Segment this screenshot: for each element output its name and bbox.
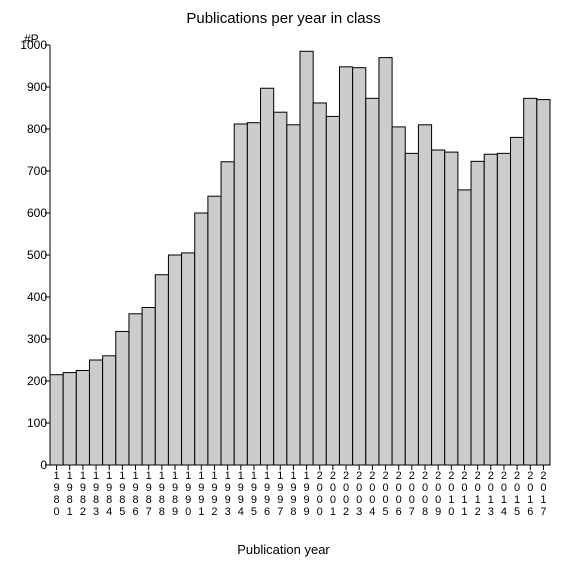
xtick-label: 1989 — [169, 470, 181, 518]
bar — [116, 331, 129, 465]
bar — [537, 100, 550, 465]
bar — [497, 153, 510, 465]
chart-title: Publications per year in class — [0, 10, 567, 27]
bar — [366, 98, 379, 465]
ytick-label: 800 — [7, 122, 47, 136]
bar — [471, 161, 484, 465]
bar — [379, 58, 392, 465]
xtick-label: 1987 — [143, 470, 155, 518]
plot-svg — [50, 45, 550, 465]
xtick-label: 2013 — [485, 470, 497, 518]
bar — [326, 116, 339, 465]
bar — [234, 124, 247, 465]
xtick-label: 1999 — [301, 470, 313, 518]
bar — [76, 371, 89, 466]
xtick-label: 2017 — [537, 470, 549, 518]
ytick-label: 300 — [7, 332, 47, 346]
xtick-label: 1984 — [103, 470, 115, 518]
bar — [129, 314, 142, 465]
xtick-label: 1985 — [116, 470, 128, 518]
bar — [155, 275, 168, 465]
ytick-label: 500 — [7, 248, 47, 262]
xtick-label: 2015 — [511, 470, 523, 518]
bar — [300, 51, 313, 465]
bar — [142, 308, 155, 466]
xtick-label: 1992 — [208, 470, 220, 518]
ytick-label: 1000 — [7, 38, 47, 52]
xtick-label: 2004 — [366, 470, 378, 518]
ytick-label: 900 — [7, 80, 47, 94]
bar — [484, 154, 497, 465]
bar — [339, 67, 352, 465]
chart-container: Publications per year in class #P Public… — [0, 0, 567, 567]
bar — [103, 356, 116, 465]
xtick-label: 1991 — [195, 470, 207, 518]
xtick-label: 1980 — [51, 470, 63, 518]
xtick-label: 2001 — [327, 470, 339, 518]
bar — [353, 68, 366, 465]
bar — [247, 123, 260, 465]
xtick-label: 2016 — [524, 470, 536, 518]
xtick-label: 2014 — [498, 470, 510, 518]
bar — [405, 153, 418, 465]
xtick-label: 1995 — [248, 470, 260, 518]
ytick-label: 100 — [7, 416, 47, 430]
bar — [182, 253, 195, 465]
xtick-label: 2003 — [353, 470, 365, 518]
bar — [432, 150, 445, 465]
bar — [524, 98, 537, 465]
xtick-label: 2000 — [314, 470, 326, 518]
bar — [418, 125, 431, 465]
xtick-label: 2008 — [419, 470, 431, 518]
bar — [445, 152, 458, 465]
ytick-label: 700 — [7, 164, 47, 178]
xtick-label: 2007 — [406, 470, 418, 518]
ytick-label: 200 — [7, 374, 47, 388]
bar — [195, 213, 208, 465]
xtick-label: 2006 — [393, 470, 405, 518]
xtick-label: 1994 — [235, 470, 247, 518]
xtick-label: 2011 — [458, 470, 470, 518]
xtick-label: 1988 — [156, 470, 168, 518]
xtick-label: 1997 — [274, 470, 286, 518]
bar — [168, 255, 181, 465]
bar — [313, 103, 326, 465]
bar — [221, 162, 234, 465]
xtick-label: 2009 — [432, 470, 444, 518]
xtick-label: 1993 — [222, 470, 234, 518]
bar — [392, 127, 405, 465]
bar — [261, 88, 274, 465]
xtick-label: 1986 — [130, 470, 142, 518]
bar — [458, 190, 471, 465]
ytick-label: 400 — [7, 290, 47, 304]
ytick-label: 0 — [7, 458, 47, 472]
xtick-label: 2002 — [340, 470, 352, 518]
bar — [50, 375, 63, 465]
bar — [511, 137, 524, 465]
bar — [287, 125, 300, 465]
xtick-label: 1981 — [64, 470, 76, 518]
xtick-label: 1982 — [77, 470, 89, 518]
xtick-label: 1983 — [90, 470, 102, 518]
xtick-label: 1998 — [287, 470, 299, 518]
xtick-label: 1990 — [182, 470, 194, 518]
xtick-label: 2005 — [380, 470, 392, 518]
bar — [63, 373, 76, 465]
ytick-label: 600 — [7, 206, 47, 220]
bar — [208, 196, 221, 465]
xtick-label: 1996 — [261, 470, 273, 518]
bar — [89, 360, 102, 465]
bar — [274, 112, 287, 465]
x-axis-label: Publication year — [0, 542, 567, 557]
xtick-label: 2010 — [445, 470, 457, 518]
xtick-label: 2012 — [472, 470, 484, 518]
